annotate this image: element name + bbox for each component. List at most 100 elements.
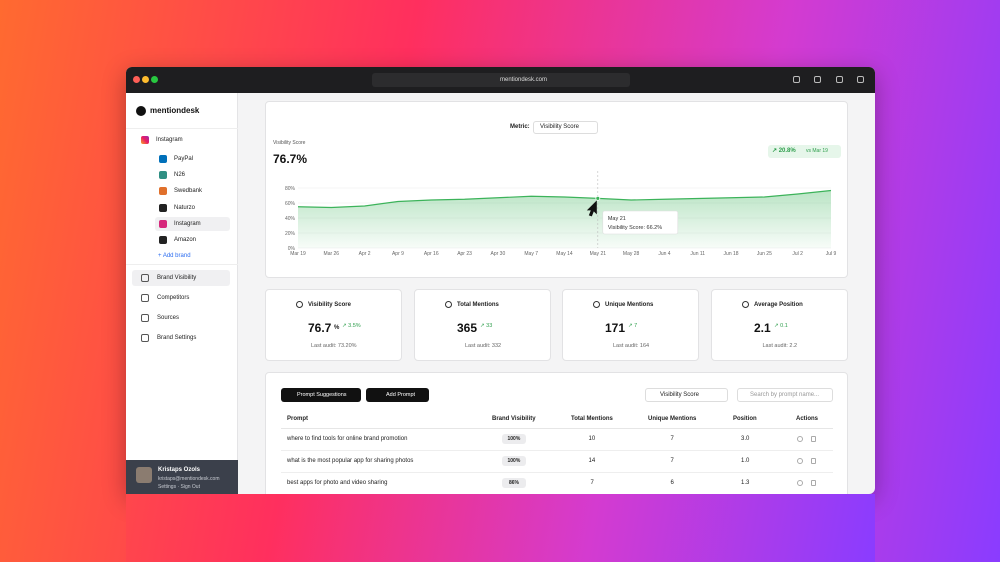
column-header: Brand Visibility	[492, 416, 536, 422]
x-tick-label: Apr 30	[491, 251, 506, 257]
window-button[interactable]	[151, 76, 158, 83]
search-placeholder[interactable]: Search by prompt name...	[750, 392, 820, 398]
x-tick-label: Jun 18	[724, 251, 739, 257]
table-cell: 7	[670, 458, 674, 464]
toolbar-icon[interactable]	[814, 76, 821, 83]
x-tick-label: Jun 11	[690, 251, 705, 257]
brand-item[interactable]: Swedbank	[174, 188, 203, 195]
tooltip	[602, 210, 679, 235]
x-tick-label: Apr 2	[359, 251, 371, 257]
metric-select[interactable]	[533, 121, 598, 134]
brand-item[interactable]: N26	[174, 172, 186, 179]
button-label[interactable]: Add Prompt	[386, 392, 416, 398]
x-tick-label: Jun 25	[757, 251, 772, 257]
user-links[interactable]: Settings · Sign Out	[158, 484, 200, 490]
column-header: Position	[733, 416, 757, 422]
divider	[281, 428, 833, 429]
user-name: Kristaps Ozols	[158, 467, 201, 473]
bottom-clip	[126, 494, 875, 562]
y-tick-label: 60%	[285, 201, 296, 207]
stat-value: 171	[605, 321, 626, 335]
stat-title: Average Position	[754, 302, 803, 308]
table-cell: 7	[590, 480, 594, 486]
area	[298, 190, 831, 248]
add-brand[interactable]: + Add brand	[158, 253, 191, 259]
x-tick-label: Jun 4	[658, 251, 670, 257]
nav-item[interactable]: Competitors	[157, 295, 190, 301]
window-button[interactable]	[133, 76, 140, 83]
table-cell: 1.0	[741, 458, 750, 464]
x-tick-label: May 28	[623, 251, 640, 257]
view-icon[interactable]	[797, 458, 803, 464]
sort-select[interactable]	[645, 388, 728, 402]
nav-item[interactable]: Sources	[157, 315, 180, 321]
view-icon[interactable]	[797, 480, 803, 486]
brand-item[interactable]: Naturzo	[174, 204, 196, 211]
delete-icon[interactable]	[811, 480, 816, 486]
button-label[interactable]: Prompt Suggestions	[297, 392, 347, 398]
sort-value[interactable]: Visibility Score	[660, 392, 699, 398]
stat-title: Unique Mentions	[605, 302, 654, 308]
divider	[281, 472, 833, 473]
search-input[interactable]	[737, 388, 833, 402]
nav-item[interactable]: Brand Settings	[157, 335, 197, 341]
view-icon[interactable]	[797, 436, 803, 442]
prompt-text: where to find tools for online brand pro…	[287, 436, 408, 442]
brand-icon	[159, 236, 167, 244]
workspace-selector[interactable]: Instagram	[156, 137, 183, 143]
brand-item[interactable]: PayPal	[174, 156, 194, 162]
table-cell: 14	[588, 458, 596, 464]
change-badge	[768, 145, 841, 158]
metric-label: Metric:	[510, 124, 530, 130]
x-tick-label: Apr 16	[424, 251, 439, 257]
stat-unit: %	[334, 325, 340, 331]
x-tick-label: May 14	[556, 251, 573, 257]
brand-icon	[159, 219, 167, 228]
toolbar-icon[interactable]	[793, 76, 800, 83]
stat-icon	[296, 301, 303, 308]
delete-icon[interactable]	[811, 436, 816, 442]
selected-brand	[155, 216, 230, 231]
table-cell: 1.3	[741, 480, 750, 486]
table-cell: 10	[588, 436, 596, 442]
x-tick-label: Apr 9	[392, 251, 404, 257]
visibility-pill	[502, 478, 526, 488]
column-header: Total Mentions	[571, 416, 613, 422]
change-note: vs Mar 19	[806, 148, 828, 154]
chart: 0% 20% 40% 60% 80% Mar 19 Mar 26 Apr 2 Apr 9 Apr …	[285, 171, 836, 257]
brand-icon	[159, 155, 167, 163]
brand-item[interactable]: Amazon	[174, 237, 197, 243]
y-tick-label: 20%	[285, 231, 296, 237]
stat-change: ↗ 7	[628, 323, 638, 329]
prompt-text: what is the most popular app for sharing…	[287, 458, 414, 464]
add-prompt-button[interactable]	[366, 388, 429, 402]
brand-item[interactable]: Instagram	[174, 220, 201, 227]
divider	[126, 264, 238, 265]
point	[595, 195, 601, 201]
brand-icon	[159, 171, 167, 180]
stat-last-audit: Last audit: 332	[465, 343, 502, 349]
address-bar[interactable]	[372, 73, 630, 87]
window-button[interactable]	[142, 76, 149, 83]
sidebar	[126, 93, 238, 494]
table-cell: 6	[670, 480, 674, 486]
logo-icon	[136, 106, 146, 116]
tooltip-text: Visibility Score: 66.2%	[608, 225, 662, 231]
visibility-pill	[502, 434, 526, 444]
toolbar-icon[interactable]	[857, 76, 864, 83]
y-tick-label: 40%	[285, 216, 296, 222]
prompt-suggestions-button[interactable]	[281, 388, 361, 402]
stat-value: 2.1	[754, 321, 771, 335]
stat-card	[265, 289, 402, 361]
table-cell: 3.0	[741, 436, 750, 442]
current-value: 76.7%	[273, 152, 308, 166]
url[interactable]: mentiondesk.com	[500, 77, 548, 83]
nav-icon	[141, 294, 149, 302]
nav-item[interactable]: Brand Visibility	[157, 275, 197, 281]
toolbar-icon[interactable]	[836, 76, 843, 83]
delete-icon[interactable]	[811, 458, 816, 464]
stat-last-audit: Last audit: 164	[613, 343, 650, 349]
nav-icon	[141, 314, 149, 322]
y-tick-label: 0%	[288, 246, 296, 252]
x-tick-label: May 21	[590, 251, 607, 257]
